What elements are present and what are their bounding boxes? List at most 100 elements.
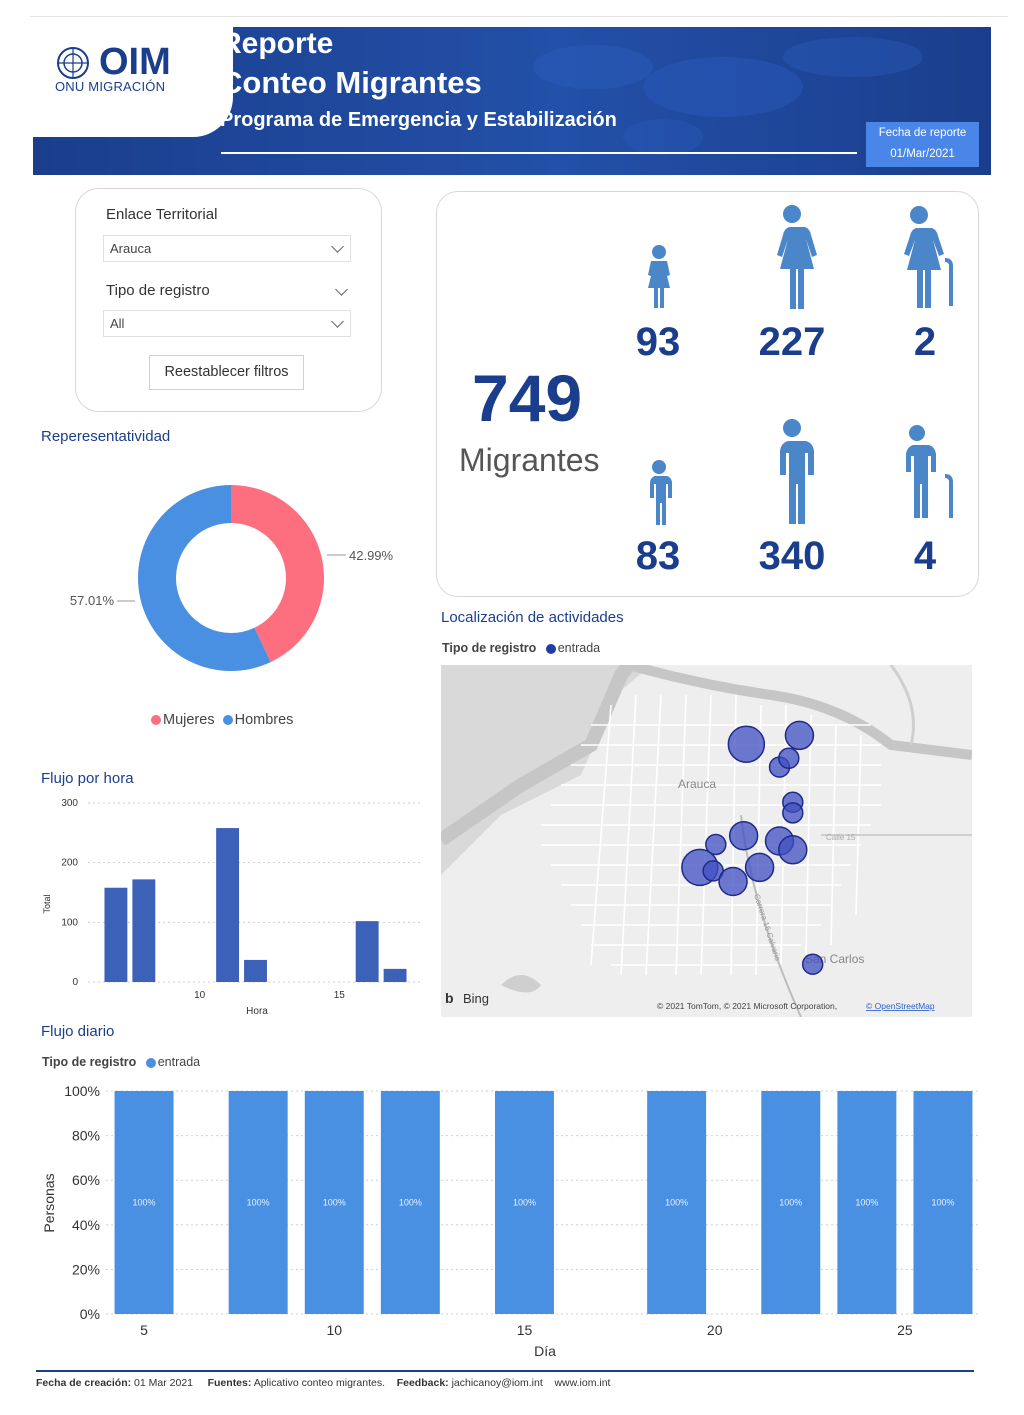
filter-panel: Enlace Territorial Arauca Tipo de regist…	[75, 188, 382, 412]
map-legend-dot	[545, 643, 556, 654]
map-point-marker[interactable]	[705, 833, 727, 856]
daily-legend: Tipo de registro entrada	[42, 1055, 200, 1069]
map-street-label: Calle 15	[826, 833, 856, 842]
daily-legend-label: Tipo de registro	[42, 1055, 137, 1069]
hour-bar	[132, 879, 156, 982]
day-bar-label: 100%	[513, 1198, 536, 1208]
map-point-marker[interactable]	[727, 725, 766, 763]
hour-y-tick: 100	[61, 917, 78, 928]
footer-feedback-email[interactable]: jachicanoy@iom.int	[451, 1377, 543, 1389]
day-bar-label: 100%	[399, 1198, 422, 1208]
reset-filters-button[interactable]: Reestablecer filtros	[149, 355, 304, 390]
hour-x-tick: 10	[194, 990, 206, 1001]
donut-legend: Mujeres Hombres	[151, 712, 293, 728]
day-ticks: 0% 20% 40% 60% 80% 100% 5 10 15 20 25	[64, 1083, 913, 1338]
hour-x-tick: 15	[334, 990, 346, 1001]
representatividad-title: Reperesentatividad	[41, 428, 171, 445]
migrant-stats-card: 749 Migrantes 93 227 2 83 340 4	[436, 191, 979, 597]
day-x-tick: 25	[897, 1322, 913, 1338]
enlace-label: Enlace Territorial	[106, 206, 218, 223]
map-points	[681, 720, 824, 975]
footer: Fecha de creación: 01 Mar 2021 Fuentes: …	[36, 1377, 610, 1389]
elderly-women-count: 2	[913, 320, 937, 364]
footer-divider	[36, 1370, 974, 1372]
day-y-tick: 80%	[72, 1128, 100, 1144]
chevron-down-icon[interactable]	[335, 283, 348, 296]
day-x-axis-label: Día	[534, 1343, 556, 1359]
donut-slice-hombres	[138, 485, 271, 671]
daily-flow-title: Flujo diario	[41, 1023, 115, 1040]
map-point-marker[interactable]	[784, 720, 815, 751]
map-point-marker[interactable]	[744, 852, 775, 883]
report-title: Reporte	[220, 27, 334, 60]
total-migrants-value: 749	[472, 361, 583, 435]
map-point-marker[interactable]	[728, 820, 759, 851]
men-count: 340	[758, 534, 826, 578]
map-city-label: Arauca	[678, 777, 716, 791]
day-bar-label: 100%	[665, 1198, 688, 1208]
hombres-legend-dot	[222, 715, 233, 726]
day-bar-label: 100%	[931, 1198, 954, 1208]
girl-icon	[648, 245, 670, 308]
footer-website-link[interactable]: www.iom.int	[554, 1377, 611, 1389]
un-emblem-icon	[57, 47, 89, 79]
daily-flow-chart: 100% 100% 100% 100% 100% 100% 100% 100% 100% 0% 2…	[41, 1083, 981, 1359]
hour-bar	[355, 921, 379, 982]
hourly-flow-chart: 0 100 200 300 10 15 Total Hora	[42, 798, 423, 1017]
hourly-flow-title: Flujo por hora	[41, 770, 134, 787]
map-point-marker[interactable]	[782, 802, 804, 824]
day-bar	[228, 1091, 288, 1314]
activity-map[interactable]: Arauca San Carlos Carrera 16 Calvario Ca…	[441, 665, 972, 1017]
day-bar	[837, 1091, 897, 1314]
map-point-marker[interactable]	[718, 866, 748, 897]
map-point-marker[interactable]	[801, 953, 824, 975]
bing-logo-icon: b	[445, 990, 454, 1006]
day-x-tick: 15	[517, 1322, 533, 1338]
hour-ticks: 0 100 200 300 10 15	[61, 798, 345, 1001]
man-icon	[778, 419, 814, 524]
enlace-select[interactable]: Arauca	[103, 235, 351, 262]
hour-bar	[383, 968, 407, 982]
map-attribution: © 2021 TomTom, © 2021 Microsoft Corporat…	[657, 1001, 837, 1011]
openstreetmap-link[interactable]: © OpenStreetMap	[866, 1001, 935, 1011]
day-y-tick: 20%	[72, 1261, 100, 1277]
day-y-tick: 60%	[72, 1172, 100, 1188]
top-divider	[30, 16, 1008, 17]
map-point-marker[interactable]	[778, 835, 808, 865]
hombres-legend-label: Hombres	[234, 712, 294, 728]
elderly-men-count: 4	[913, 534, 937, 578]
hour-y-tick: 300	[61, 798, 78, 809]
elderly-man-icon	[905, 425, 953, 518]
chevron-down-icon	[331, 240, 344, 253]
day-y-tick: 0%	[80, 1306, 100, 1322]
day-y-tick: 40%	[72, 1217, 100, 1233]
day-bar-label: 100%	[133, 1198, 156, 1208]
boys-count: 83	[635, 534, 681, 578]
map-point-marker[interactable]	[778, 747, 800, 770]
footer-sources-label: Fuentes:	[207, 1377, 252, 1389]
donut-slices	[138, 485, 325, 671]
hour-bars	[104, 828, 407, 982]
header-underline	[221, 152, 857, 154]
map-title: Localización de actividades	[441, 609, 624, 626]
women-count: 227	[758, 320, 826, 364]
tipo-registro-value: All	[110, 316, 125, 331]
report-date-label: Fecha de reporte	[878, 127, 967, 139]
day-bar-label: 100%	[323, 1198, 346, 1208]
tipo-registro-select[interactable]: All	[103, 310, 351, 337]
hour-bar	[104, 887, 128, 982]
day-y-tick: 100%	[64, 1083, 100, 1099]
day-bar-label: 100%	[247, 1198, 270, 1208]
day-bar	[494, 1091, 554, 1314]
bing-label: Bing	[463, 991, 489, 1006]
report-date-box: Fecha de reporte 01/Mar/2021	[866, 122, 979, 167]
day-bar	[304, 1091, 364, 1314]
footer-feedback-label: Feedback:	[396, 1377, 449, 1389]
logo-text: OIM	[99, 41, 171, 83]
hour-y-tick: 0	[72, 977, 78, 988]
day-x-tick: 10	[326, 1322, 342, 1338]
day-bar	[761, 1091, 821, 1314]
daily-legend-dot	[145, 1057, 156, 1068]
mujeres-legend-label: Mujeres	[163, 712, 215, 728]
report-subtitle: Programa de Emergencia y Estabilización	[220, 109, 617, 131]
